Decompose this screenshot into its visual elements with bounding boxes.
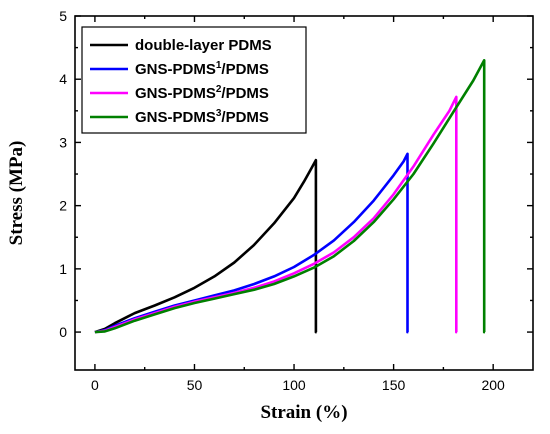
- y-tick-label: 1: [59, 261, 67, 277]
- x-tick-label: 200: [481, 377, 505, 393]
- plot-lines: [94, 58, 486, 334]
- x-axis-title: Strain (%): [260, 402, 347, 423]
- legend-label-2: GNS-PDMS1/PDMS: [135, 60, 269, 78]
- y-tick-label: 5: [59, 8, 67, 24]
- plot-frame: [74, 15, 534, 371]
- y-tick-label: 2: [59, 198, 67, 214]
- legend-label-3: GNS-PDMS2/PDMS: [135, 84, 269, 102]
- legend-label-4: GNS-PDMS3/PDMS: [135, 108, 269, 126]
- x-tick-label: 150: [382, 377, 406, 393]
- y-axis-ticks: 0 1 2 3 4 5: [59, 8, 533, 340]
- legend: double-layer PDMS GNS-PDMS1/PDMS GNS-PDMS2…: [81, 26, 307, 134]
- x-tick-label: 50: [187, 377, 203, 393]
- y-tick-label: 4: [59, 71, 67, 87]
- x-tick-label: 0: [91, 377, 99, 393]
- series-line-4: [94, 58, 486, 334]
- y-tick-label: 0: [59, 324, 67, 340]
- legend-label-1: double-layer PDMS: [135, 37, 272, 54]
- x-axis-ticks: 0 50 100 150 200: [91, 16, 505, 393]
- y-tick-label: 3: [59, 134, 67, 150]
- series-line-2: [94, 152, 409, 334]
- y-axis-title: Stress (MPa): [6, 141, 27, 246]
- x-tick-label: 100: [282, 377, 306, 393]
- series-line-1: [94, 158, 318, 334]
